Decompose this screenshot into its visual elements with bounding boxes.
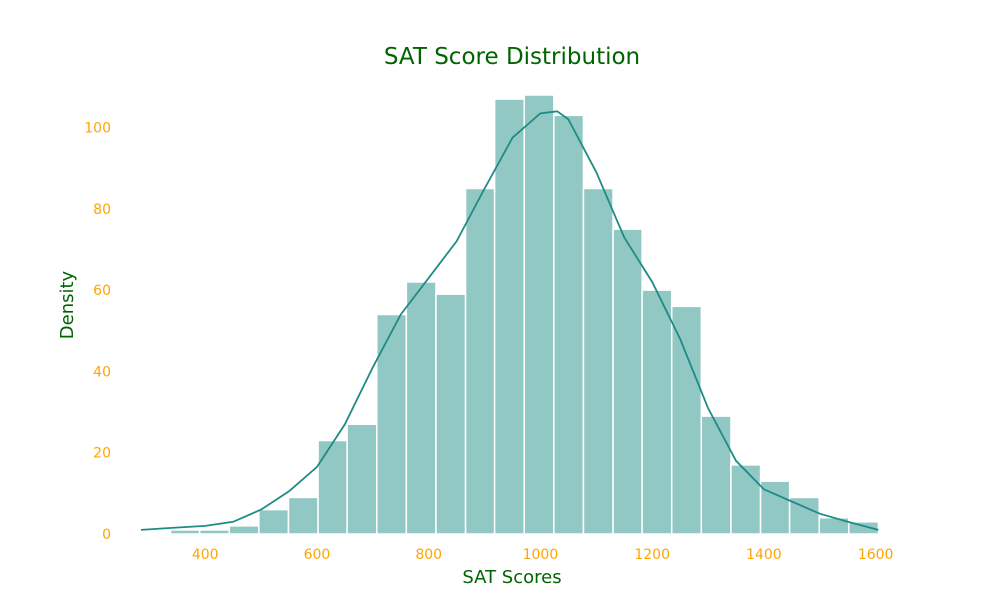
histogram-bar-19 <box>700 415 732 535</box>
chart-title: SAT Score Distribution <box>384 44 640 70</box>
y-tick-label: 80 <box>93 202 111 218</box>
histogram-bar-17 <box>641 289 673 535</box>
histogram-bar-16 <box>612 228 643 535</box>
y-tick-label: 20 <box>93 446 111 462</box>
histogram-bar-10 <box>435 293 467 535</box>
x-axis-ticks: 400 600 800 1000 1200 1400 1600 <box>192 547 894 563</box>
histogram-bar-13 <box>523 94 555 535</box>
histogram-bar-18 <box>670 305 703 535</box>
histogram-bar-15 <box>582 187 614 535</box>
x-tick-label: 1400 <box>746 547 782 563</box>
histogram-bar-20 <box>730 464 762 535</box>
histogram-bar-11 <box>464 187 496 535</box>
histogram-bar-1 <box>169 529 201 535</box>
x-tick-label: 800 <box>415 547 442 563</box>
x-tick-label: 600 <box>304 547 331 563</box>
kde-curve <box>140 110 879 531</box>
x-tick-label: 1000 <box>523 547 559 563</box>
histogram-bar-2 <box>198 529 230 535</box>
x-tick-label: 1200 <box>634 547 670 563</box>
histogram-bar-4 <box>258 508 290 535</box>
y-tick-label: 60 <box>93 283 111 299</box>
histogram-bar-6 <box>317 439 348 535</box>
y-tick-label: 40 <box>93 364 111 380</box>
x-axis-label: SAT Scores <box>462 567 561 588</box>
histogram-bar-12 <box>493 98 525 535</box>
histogram-bar-14 <box>553 114 585 535</box>
y-axis-label: Density <box>57 270 78 339</box>
x-tick-label: 1600 <box>858 547 894 563</box>
y-tick-label: 0 <box>102 527 111 543</box>
histogram-bar-5 <box>287 496 319 535</box>
x-tick-label: 400 <box>192 547 219 563</box>
y-tick-label: 100 <box>84 121 111 137</box>
histogram-bar-8 <box>375 313 408 535</box>
histogram-bar-3 <box>228 525 260 535</box>
histogram-bar-7 <box>346 423 378 535</box>
histogram-bar-9 <box>405 281 437 535</box>
y-axis-ticks: 0 20 40 60 80 100 <box>84 121 111 543</box>
histogram-bars <box>169 94 880 535</box>
